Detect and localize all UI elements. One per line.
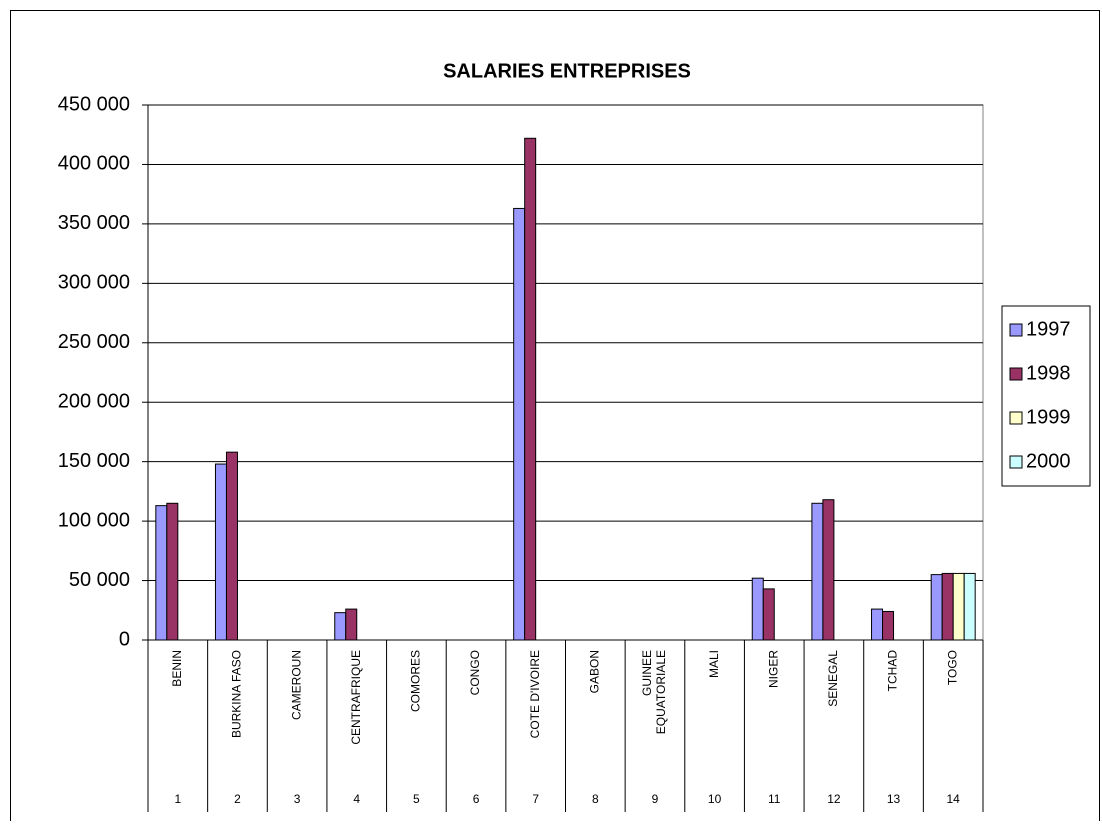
x-group-label: 3	[294, 792, 301, 806]
bar	[952, 572, 965, 641]
y-tick-label: 200 000	[58, 391, 130, 413]
x-group-label: 8	[592, 792, 599, 806]
x-category-label: TCHAD	[886, 650, 900, 692]
y-tick-label: 50 000	[69, 569, 130, 591]
x-group-label: 13	[887, 792, 901, 806]
legend-swatch	[1009, 323, 1023, 337]
x-group-label: 2	[234, 792, 241, 806]
bar	[963, 572, 976, 641]
x-group-label: 4	[353, 792, 360, 806]
legend-label: 1998	[1026, 362, 1071, 384]
bar	[166, 502, 179, 641]
x-group-label: 6	[473, 792, 480, 806]
bar	[225, 451, 238, 641]
legend-label: 1999	[1026, 406, 1071, 428]
x-group-label: 9	[652, 792, 659, 806]
x-group-label: 10	[708, 792, 722, 806]
bar	[513, 207, 526, 641]
bar	[751, 577, 764, 641]
x-group-label: 14	[946, 792, 960, 806]
bar	[882, 610, 895, 641]
x-category-label: NIGER	[766, 650, 780, 688]
y-tick-label: 100 000	[58, 509, 130, 531]
bar	[762, 588, 775, 641]
x-category-label: SENEGAL	[826, 650, 840, 707]
x-category-label: TOGO	[945, 650, 959, 685]
bar	[214, 463, 227, 641]
bar	[345, 608, 358, 641]
x-group-label: 1	[174, 792, 181, 806]
y-tick-label: 150 000	[58, 450, 130, 472]
bar	[941, 572, 954, 641]
x-category-label: MALI	[707, 650, 721, 678]
x-category-label: BURKINA FASO	[230, 650, 244, 738]
bar	[822, 499, 835, 641]
x-category-label: COMORES	[409, 650, 423, 712]
y-tick-label: 300 000	[58, 272, 130, 294]
legend-label: 1997	[1026, 318, 1071, 340]
bar	[524, 137, 537, 641]
legend-swatch	[1009, 367, 1023, 381]
x-group-label: 11	[768, 792, 781, 806]
x-category-label: CENTRAFRIQUE	[349, 650, 363, 745]
y-tick-label: 450 000	[58, 93, 130, 115]
y-tick-label: 350 000	[58, 212, 130, 234]
bar	[811, 502, 824, 641]
y-tick-label: 0	[119, 628, 130, 650]
y-tick-label: 400 000	[58, 153, 130, 175]
x-category-label: CAMEROUN	[289, 650, 303, 720]
bar	[155, 505, 168, 641]
legend-label: 2000	[1026, 450, 1071, 472]
x-category-label: CONGO	[468, 650, 482, 695]
x-group-label: 7	[532, 792, 539, 806]
bar	[930, 574, 943, 641]
legend-swatch	[1009, 411, 1023, 425]
y-tick-label: 250 000	[58, 331, 130, 353]
x-category-label: GUINEEEQUATORIALE	[640, 650, 668, 734]
x-group-label: 5	[413, 792, 420, 806]
plot-area	[147, 104, 984, 641]
chart-title: SALARIES ENTREPRISES	[443, 60, 691, 82]
bar	[871, 608, 884, 641]
x-category-label: GABON	[587, 650, 601, 693]
x-category-label: COTE D'IVOIRE	[528, 650, 542, 738]
bar	[334, 612, 347, 641]
legend-swatch	[1009, 455, 1023, 469]
x-group-label: 12	[827, 792, 841, 806]
x-category-label: BENIN	[170, 650, 184, 687]
